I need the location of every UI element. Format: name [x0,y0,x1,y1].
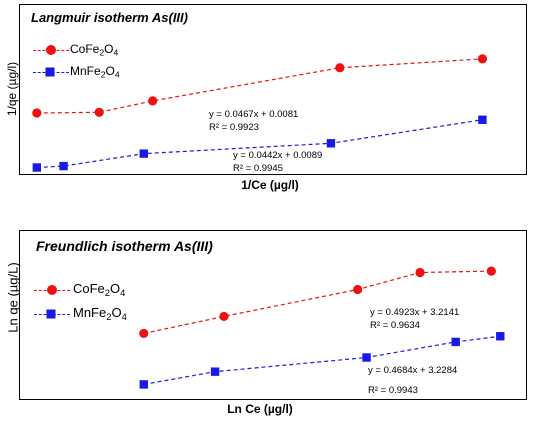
data-point-cofe2o4-1 [94,107,104,117]
legend-label-cofe2o4: CoFe2O4 [73,281,126,298]
langmuir-x-axis-label: 1/Ce (µg/l) [241,178,299,192]
langmuir-plot-frame [19,4,527,175]
freundlich-cofe2o4-trendline-label: y = 0.4923x + 3.2141 R² = 0.9634 [370,307,459,332]
data-point-mnfe2o4-4 [496,332,505,341]
trendline-equation: y = 0.4923x + 3.2141 [370,307,460,318]
data-point-mnfe2o4-0 [32,163,42,172]
data-point-mnfe2o4-1 [210,367,220,376]
data-point-cofe2o4-3 [335,63,345,73]
legend-circle-marker [47,285,57,295]
data-point-cofe2o4-4 [486,266,496,276]
data-point-cofe2o4-2 [353,284,363,295]
series-line-cofe2o4 [36,58,483,114]
data-point-mnfe2o4-3 [451,337,460,347]
langmuir-y-axis-label: 1/qe (µg/l) [5,61,19,117]
langmuir-cofe2o4-trendline-label: y = 0.0467x + 0.0081 R² = 0.9923 [209,109,298,134]
data-point-mnfe2o4-4 [478,115,487,124]
legend-square-marker [45,67,55,77]
data-point-mnfe2o4-2 [362,353,371,362]
legend-square-marker [46,309,56,319]
legend-label-cofe2o4: CoFe2O4 [70,42,119,58]
data-point-cofe2o4-3 [415,267,425,278]
langmuir-plot-area [32,54,488,172]
data-point-mnfe2o4-1 [59,161,68,171]
langmuir-title: Langmuir isotherm As(III) [31,10,188,25]
freundlich-x-axis-label: Ln Ce (µg/l) [227,402,293,416]
freundlich-mnfe2o4-trendline-label: y = 0.4684x + 3.2284 R² = 0.9943 [368,365,457,397]
data-point-cofe2o4-0 [139,328,149,339]
trendline-r2: R² = 0.9923 [209,121,259,133]
data-point-mnfe2o4-3 [326,139,336,148]
trendline-r2: R² = 0.9634 [370,319,420,331]
data-point-mnfe2o4-0 [139,380,148,389]
trendline-equation: y = 0.0442x + 0.0089 [233,150,323,161]
legend-label-mnfe2o4: MnFe2O4 [73,305,127,322]
data-point-cofe2o4-4 [477,54,488,64]
freundlich-title: Freundlich isotherm As(III) [36,238,213,254]
trendline-r2: R² = 0.9943 [368,384,418,396]
langmuir-mnfe2o4-trendline-label: y = 0.0442x + 0.0089 R² = 0.9945 [233,150,322,175]
trendline-equation: y = 0.0467x + 0.0081 [209,109,299,120]
trendline-r2: R² = 0.9945 [233,162,283,174]
data-point-cofe2o4-0 [32,108,42,118]
legend-label-mnfe2o4: MnFe2O4 [70,64,120,80]
freundlich-plot-area [139,266,505,389]
freundlich-plot-frame [19,230,527,400]
data-point-cofe2o4-1 [219,311,229,322]
data-point-mnfe2o4-2 [139,149,148,158]
trendline-equation: y = 0.4684x + 3.2284 [368,365,458,376]
data-point-cofe2o4-2 [148,96,158,106]
legend-circle-marker [46,45,56,55]
